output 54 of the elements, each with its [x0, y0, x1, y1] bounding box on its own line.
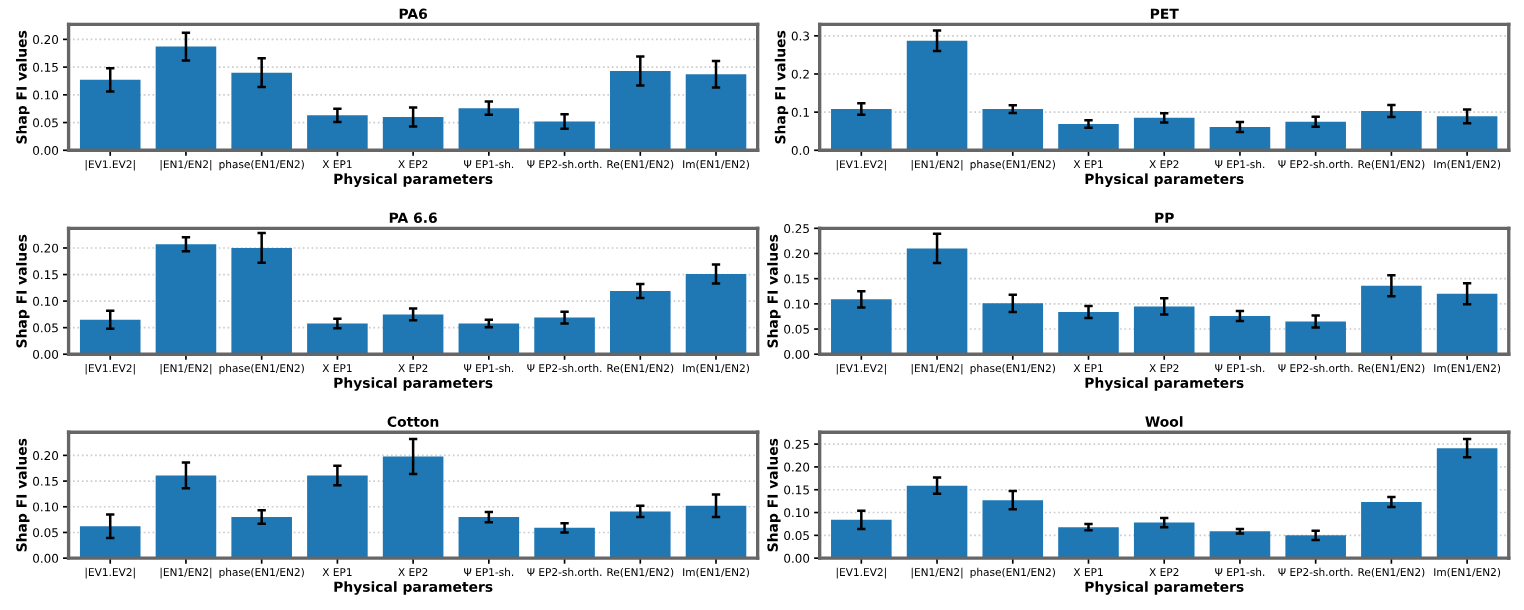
bar	[79, 526, 141, 559]
bar	[231, 247, 292, 355]
bar	[1361, 285, 1422, 355]
bar	[1058, 527, 1119, 559]
bar	[1058, 123, 1119, 151]
bar	[685, 505, 747, 559]
bar	[1285, 321, 1346, 355]
bar	[1285, 121, 1346, 151]
bar	[382, 314, 444, 355]
bar	[610, 511, 671, 559]
bar	[534, 121, 595, 151]
bar	[1209, 315, 1271, 355]
bar	[79, 79, 141, 151]
bar	[906, 485, 968, 559]
bar	[155, 244, 217, 355]
bar	[1436, 293, 1498, 355]
bar	[831, 299, 892, 355]
bar	[231, 72, 292, 151]
bar	[1133, 522, 1195, 559]
bar	[534, 527, 595, 559]
bar	[382, 456, 444, 559]
bar	[79, 319, 141, 355]
bar	[1133, 306, 1195, 355]
bar	[1133, 117, 1195, 151]
bar	[982, 500, 1044, 559]
bar	[231, 517, 292, 559]
bar	[155, 46, 217, 151]
bar	[307, 323, 368, 355]
bar	[458, 323, 520, 355]
bar	[831, 109, 892, 151]
bar	[307, 475, 368, 559]
bar	[982, 303, 1044, 355]
bar	[1436, 116, 1498, 151]
bar	[1436, 448, 1498, 559]
bar	[1058, 311, 1119, 355]
bar	[307, 115, 368, 151]
bar	[382, 117, 444, 151]
bar	[831, 519, 892, 559]
bar	[155, 475, 217, 559]
bar	[610, 70, 671, 151]
bar	[1361, 110, 1422, 151]
bar	[1285, 535, 1346, 559]
bar	[1209, 127, 1271, 151]
bar	[1361, 502, 1422, 559]
bar	[906, 40, 968, 151]
bar	[685, 74, 747, 151]
bar	[458, 108, 520, 151]
bar	[906, 248, 968, 355]
bar	[685, 274, 747, 355]
bar	[458, 517, 520, 559]
bar	[982, 109, 1044, 151]
bar	[534, 317, 595, 355]
bar	[610, 291, 671, 355]
bar	[1209, 531, 1271, 559]
